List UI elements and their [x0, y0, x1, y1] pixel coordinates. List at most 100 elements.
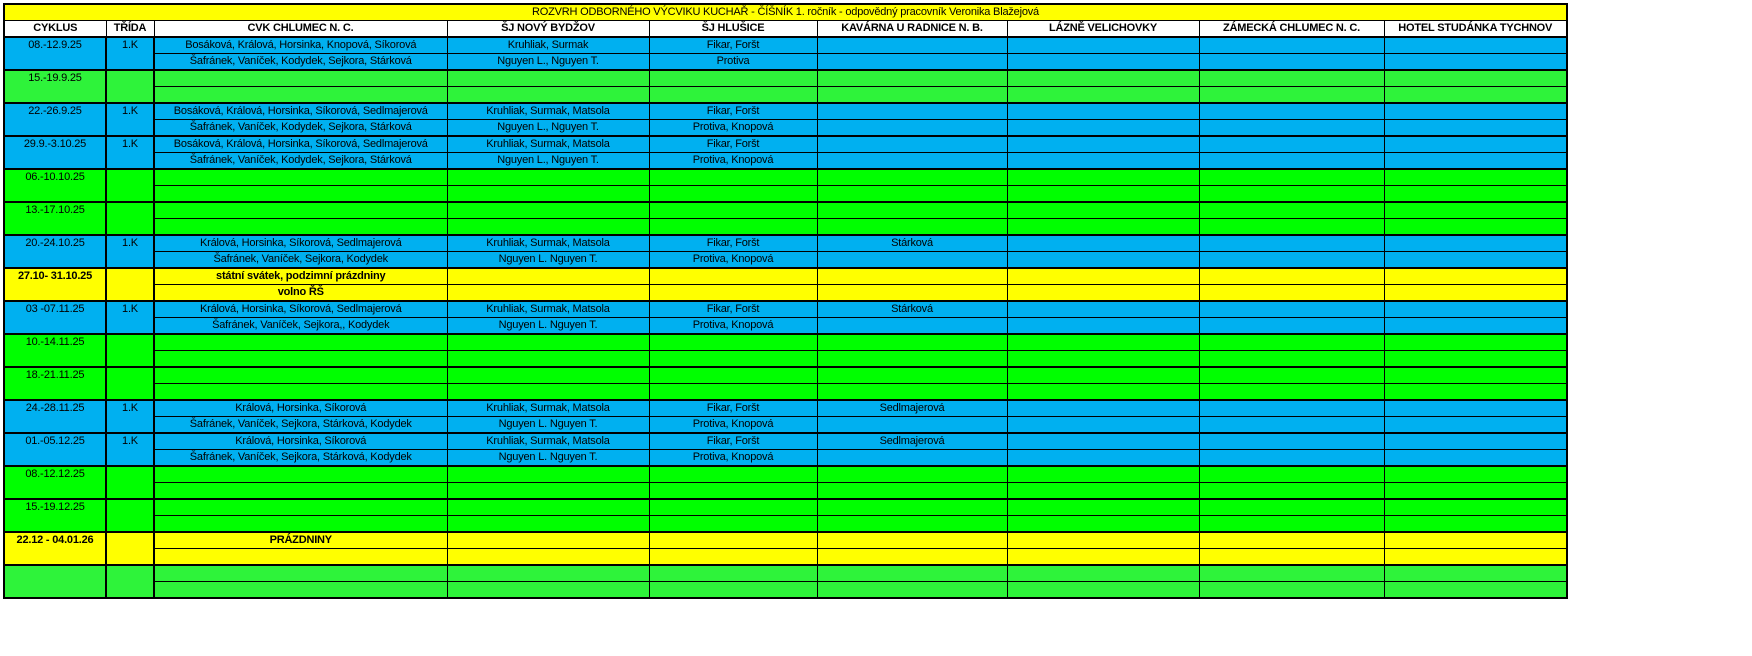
- cell-kavarna-u-radnice[interactable]: [816, 267, 1008, 285]
- cell-sj-hlusice[interactable]: Protiva, Knopová: [648, 119, 818, 137]
- cell-zamecka-chlumec[interactable]: [1198, 53, 1385, 71]
- cell-zamecka-chlumec[interactable]: [1198, 69, 1385, 87]
- cell-sj-novy-bydzov[interactable]: Kruhliak, Surmak: [446, 36, 650, 54]
- cell-sj-novy-bydzov[interactable]: [446, 168, 650, 186]
- cell-hotel-studanka[interactable]: [1383, 168, 1568, 186]
- cell-kavarna-u-radnice[interactable]: [816, 383, 1008, 401]
- cell-sj-hlusice[interactable]: [648, 168, 818, 186]
- trida-cell[interactable]: 1.K: [105, 432, 155, 467]
- cell-kavarna-u-radnice[interactable]: [816, 449, 1008, 467]
- cell-sj-hlusice[interactable]: [648, 333, 818, 351]
- cell-sj-hlusice[interactable]: [648, 86, 818, 104]
- cell-cvk-chlumec[interactable]: [153, 86, 448, 104]
- cell-sj-novy-bydzov[interactable]: [446, 267, 650, 285]
- cell-zamecka-chlumec[interactable]: [1198, 515, 1385, 533]
- cell-kavarna-u-radnice[interactable]: [816, 515, 1008, 533]
- cell-hotel-studanka[interactable]: [1383, 564, 1568, 582]
- cell-cvk-chlumec[interactable]: [153, 350, 448, 368]
- cell-hotel-studanka[interactable]: [1383, 482, 1568, 500]
- trida-cell[interactable]: 1.K: [105, 135, 155, 170]
- cell-sj-hlusice[interactable]: [648, 383, 818, 401]
- cell-sj-hlusice[interactable]: Protiva, Knopová: [648, 416, 818, 434]
- cell-lazne-velichovky[interactable]: [1006, 300, 1200, 318]
- cell-kavarna-u-radnice[interactable]: [816, 564, 1008, 582]
- cyklus-cell[interactable]: 18.-21.11.25: [3, 366, 107, 401]
- cell-hotel-studanka[interactable]: [1383, 366, 1568, 384]
- cell-hotel-studanka[interactable]: [1383, 548, 1568, 566]
- cell-zamecka-chlumec[interactable]: [1198, 218, 1385, 236]
- cell-zamecka-chlumec[interactable]: [1198, 399, 1385, 417]
- cell-cvk-chlumec[interactable]: [153, 185, 448, 203]
- trida-cell[interactable]: [105, 465, 155, 500]
- trida-cell[interactable]: 1.K: [105, 102, 155, 137]
- cell-kavarna-u-radnice[interactable]: [816, 317, 1008, 335]
- cell-zamecka-chlumec[interactable]: [1198, 86, 1385, 104]
- trida-cell[interactable]: 1.K: [105, 36, 155, 71]
- cell-sj-novy-bydzov[interactable]: [446, 333, 650, 351]
- cell-lazne-velichovky[interactable]: [1006, 498, 1200, 516]
- cell-zamecka-chlumec[interactable]: [1198, 581, 1385, 599]
- cell-sj-hlusice[interactable]: Fikar, Foršt: [648, 300, 818, 318]
- cell-hotel-studanka[interactable]: [1383, 86, 1568, 104]
- trida-cell[interactable]: [105, 333, 155, 368]
- cell-sj-novy-bydzov[interactable]: Nguyen L. Nguyen T.: [446, 449, 650, 467]
- cell-cvk-chlumec[interactable]: [153, 581, 448, 599]
- cell-lazne-velichovky[interactable]: [1006, 399, 1200, 417]
- cell-cvk-chlumec[interactable]: Králová, Horsinka, Síkorová: [153, 399, 448, 417]
- cell-lazne-velichovky[interactable]: [1006, 366, 1200, 384]
- cell-kavarna-u-radnice[interactable]: [816, 482, 1008, 500]
- cell-kavarna-u-radnice[interactable]: [816, 350, 1008, 368]
- cell-kavarna-u-radnice[interactable]: [816, 201, 1008, 219]
- cell-kavarna-u-radnice[interactable]: [816, 119, 1008, 137]
- cell-zamecka-chlumec[interactable]: [1198, 432, 1385, 450]
- cell-sj-hlusice[interactable]: [648, 350, 818, 368]
- cell-sj-novy-bydzov[interactable]: [446, 218, 650, 236]
- cell-lazne-velichovky[interactable]: [1006, 168, 1200, 186]
- cell-kavarna-u-radnice[interactable]: [816, 498, 1008, 516]
- cell-kavarna-u-radnice[interactable]: [816, 465, 1008, 483]
- cell-cvk-chlumec[interactable]: [153, 201, 448, 219]
- cell-cvk-chlumec[interactable]: Šafránek, Vaníček, Kodydek, Sejkora, Stá…: [153, 152, 448, 170]
- cell-cvk-chlumec[interactable]: státní svátek, podzimní prázdniny: [153, 267, 448, 285]
- trida-cell[interactable]: [105, 531, 155, 566]
- cell-zamecka-chlumec[interactable]: [1198, 152, 1385, 170]
- cell-cvk-chlumec[interactable]: Šafránek, Vaníček, Sejkora,, Kodydek: [153, 317, 448, 335]
- cell-cvk-chlumec[interactable]: Králová, Horsinka, Síkorová: [153, 432, 448, 450]
- cell-kavarna-u-radnice[interactable]: [816, 548, 1008, 566]
- cyklus-cell[interactable]: 27.10- 31.10.25: [3, 267, 107, 302]
- cell-hotel-studanka[interactable]: [1383, 218, 1568, 236]
- cell-cvk-chlumec[interactable]: Bosáková, Králová, Horsinka, Síkorová, S…: [153, 102, 448, 120]
- cell-hotel-studanka[interactable]: [1383, 69, 1568, 87]
- cell-kavarna-u-radnice[interactable]: [816, 102, 1008, 120]
- cell-zamecka-chlumec[interactable]: [1198, 185, 1385, 203]
- cell-kavarna-u-radnice[interactable]: [816, 581, 1008, 599]
- cell-kavarna-u-radnice[interactable]: [816, 69, 1008, 87]
- cyklus-cell[interactable]: 13.-17.10.25: [3, 201, 107, 236]
- cell-lazne-velichovky[interactable]: [1006, 251, 1200, 269]
- trida-cell[interactable]: [105, 69, 155, 104]
- cell-lazne-velichovky[interactable]: [1006, 53, 1200, 71]
- cell-sj-novy-bydzov[interactable]: Kruhliak, Surmak, Matsola: [446, 300, 650, 318]
- cell-hotel-studanka[interactable]: [1383, 53, 1568, 71]
- cell-hotel-studanka[interactable]: [1383, 465, 1568, 483]
- cell-kavarna-u-radnice[interactable]: [816, 86, 1008, 104]
- cell-zamecka-chlumec[interactable]: [1198, 168, 1385, 186]
- cell-lazne-velichovky[interactable]: [1006, 234, 1200, 252]
- cell-cvk-chlumec[interactable]: [153, 482, 448, 500]
- cell-sj-hlusice[interactable]: Fikar, Foršt: [648, 432, 818, 450]
- cell-sj-hlusice[interactable]: [648, 201, 818, 219]
- cell-sj-novy-bydzov[interactable]: Nguyen L., Nguyen T.: [446, 119, 650, 137]
- cell-sj-hlusice[interactable]: [648, 185, 818, 203]
- cell-cvk-chlumec[interactable]: Králová, Horsinka, Síkorová, Sedlmajerov…: [153, 234, 448, 252]
- cell-hotel-studanka[interactable]: [1383, 251, 1568, 269]
- cell-sj-novy-bydzov[interactable]: [446, 383, 650, 401]
- trida-cell[interactable]: [105, 168, 155, 203]
- cyklus-cell[interactable]: 06.-10.10.25: [3, 168, 107, 203]
- cell-kavarna-u-radnice[interactable]: [816, 284, 1008, 302]
- cell-cvk-chlumec[interactable]: Šafránek, Vaníček, Kodydek, Sejkora, Stá…: [153, 119, 448, 137]
- cell-sj-novy-bydzov[interactable]: [446, 185, 650, 203]
- cell-lazne-velichovky[interactable]: [1006, 482, 1200, 500]
- cell-sj-hlusice[interactable]: Fikar, Foršt: [648, 234, 818, 252]
- cyklus-cell[interactable]: 22.12 - 04.01.26: [3, 531, 107, 566]
- cyklus-cell[interactable]: 08.-12.12.25: [3, 465, 107, 500]
